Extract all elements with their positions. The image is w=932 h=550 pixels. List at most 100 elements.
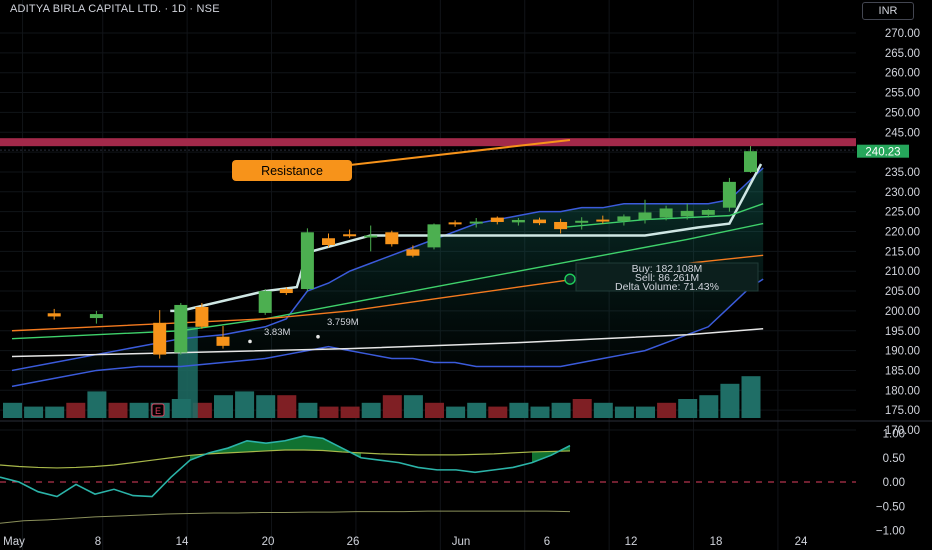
candle-body bbox=[300, 232, 314, 290]
volume-bar bbox=[614, 406, 634, 418]
oscillator-tick-label: −0.50 bbox=[876, 501, 905, 513]
candle-body bbox=[617, 216, 631, 222]
tooltip-anchor-dot bbox=[564, 273, 576, 285]
volume-label-2: 3.759M bbox=[327, 317, 359, 328]
volume-bar bbox=[657, 402, 677, 418]
price-tick-label: 255.00 bbox=[885, 88, 920, 100]
time-tick-label: 26 bbox=[347, 536, 360, 548]
resistance-band bbox=[0, 138, 856, 147]
oscillator-signal-line bbox=[0, 449, 571, 469]
resistance-callout-box bbox=[232, 160, 352, 181]
volume-bar bbox=[214, 395, 233, 418]
price-tick-label: 170.00 bbox=[885, 425, 920, 437]
price-tick-label: 205.00 bbox=[885, 286, 920, 298]
candle-body bbox=[385, 232, 399, 245]
volume-bar bbox=[530, 406, 550, 418]
price-tick-label: 235.00 bbox=[885, 167, 920, 179]
candle-body bbox=[554, 221, 568, 230]
volume-bar bbox=[24, 406, 44, 418]
resistance-callout: Resistance bbox=[232, 139, 571, 181]
volume-bar bbox=[298, 402, 318, 418]
volume-bar bbox=[446, 406, 466, 418]
oscillator-fill bbox=[190, 435, 361, 461]
candle-body bbox=[511, 219, 525, 223]
last-price-value: 240.23 bbox=[865, 147, 900, 159]
volume-bar bbox=[403, 395, 423, 418]
candle-body bbox=[47, 313, 61, 317]
currency-button[interactable]: INR bbox=[862, 2, 914, 20]
candle-body bbox=[89, 314, 103, 319]
volume-bar bbox=[699, 395, 719, 418]
candle-body bbox=[279, 289, 293, 294]
volume-bar bbox=[636, 406, 655, 418]
volume-bar bbox=[678, 399, 698, 418]
price-tick-label: 190.00 bbox=[885, 346, 920, 358]
candle-body bbox=[174, 304, 188, 353]
candle-body bbox=[722, 181, 736, 208]
volume-bar bbox=[509, 402, 529, 418]
price-tick-label: 215.00 bbox=[885, 246, 920, 258]
price-tick-label: 200.00 bbox=[885, 306, 920, 318]
trailing-stop-line bbox=[170, 163, 763, 313]
vwap-line bbox=[11, 328, 764, 358]
vwap-point bbox=[248, 339, 252, 344]
svg-text:E: E bbox=[155, 406, 161, 416]
candle-body bbox=[680, 210, 694, 217]
oscillator-tick-label: 0.00 bbox=[883, 477, 905, 489]
price-tick-label: 270.00 bbox=[885, 28, 920, 40]
time-tick-label: 12 bbox=[625, 536, 638, 548]
volume-bar bbox=[277, 395, 297, 418]
time-tick-label: Jun bbox=[452, 536, 471, 548]
volume-bar bbox=[340, 406, 360, 418]
time-axis[interactable]: May 8 14 20 26 Jun 6 12 18 24 bbox=[3, 536, 808, 548]
candle-body bbox=[364, 235, 378, 238]
oscillator-axis[interactable]: 1.00 0.50 0.00 −0.50 −1.00 bbox=[876, 429, 905, 538]
oscillator-main-line bbox=[0, 435, 571, 498]
price-tick-label: 245.00 bbox=[885, 127, 920, 139]
candle-body bbox=[596, 219, 610, 222]
candle-body bbox=[427, 224, 441, 248]
candle-body bbox=[258, 291, 272, 313]
candle-body bbox=[533, 219, 546, 224]
time-tick-label: May bbox=[3, 536, 25, 548]
volume-bar bbox=[129, 402, 149, 418]
candle-body bbox=[216, 336, 230, 346]
oscillator-tick-label: 1.00 bbox=[883, 429, 905, 441]
time-tick-label: 14 bbox=[176, 536, 189, 548]
time-tick-label: 8 bbox=[95, 536, 101, 548]
price-tick-label: 260.00 bbox=[885, 68, 920, 80]
tooltip-sell: Sell: 86.261M bbox=[635, 272, 699, 284]
volume-bar bbox=[382, 395, 402, 418]
price-tick-label: 195.00 bbox=[885, 326, 920, 338]
vwap-point bbox=[316, 334, 320, 339]
candle-body bbox=[448, 222, 462, 225]
price-tick-label: 225.00 bbox=[885, 207, 920, 219]
volume-bar bbox=[256, 395, 276, 418]
price-axis[interactable]: 270.00 265.00 260.00 255.00 250.00 245.00 235.… bbox=[885, 28, 920, 437]
volume-bar bbox=[467, 402, 487, 418]
volume-bar bbox=[572, 399, 592, 418]
oscillator-lower-line bbox=[0, 510, 571, 524]
time-tick-label: 20 bbox=[262, 536, 275, 548]
volume-bar bbox=[45, 406, 65, 418]
time-tick-label: 6 bbox=[544, 536, 550, 548]
volume-bar bbox=[361, 402, 381, 418]
volume-bar bbox=[488, 406, 508, 418]
volume-bars: E bbox=[3, 326, 761, 418]
oscillator-tick-label: −1.00 bbox=[876, 526, 905, 538]
candle-body bbox=[701, 210, 715, 215]
earnings-marker: E bbox=[151, 403, 165, 417]
resistance-line[interactable] bbox=[0, 138, 856, 151]
time-tick-label: 18 bbox=[710, 536, 723, 548]
volume-bar bbox=[66, 402, 86, 418]
candles bbox=[47, 144, 757, 359]
price-tick-label: 180.00 bbox=[885, 385, 920, 397]
symbol-title: ADITYA BIRLA CAPITAL LTD. · 1D · NSE bbox=[10, 3, 220, 15]
candle-body bbox=[490, 217, 504, 222]
last-price-tag: 240.23 bbox=[857, 144, 909, 159]
resistance-callout-connector bbox=[349, 139, 571, 166]
annotations: Resistance 240.23 3.83M 3.759M Buy: 182.108M… bbox=[232, 139, 909, 344]
price-tick-label: 175.00 bbox=[885, 405, 920, 417]
candle-body bbox=[406, 249, 420, 256]
